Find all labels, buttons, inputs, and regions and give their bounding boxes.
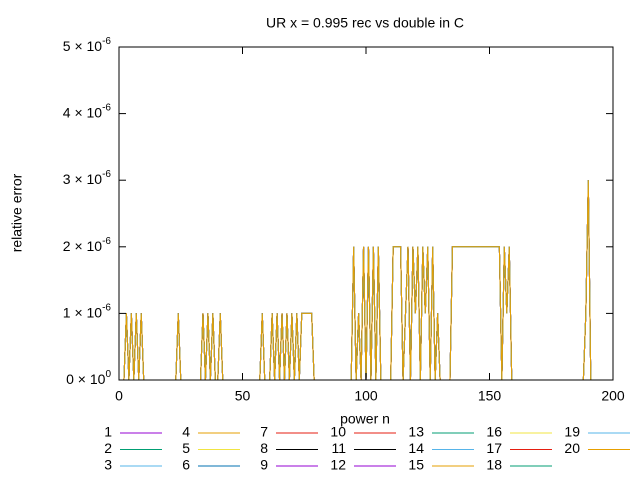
legend-label: 10: [330, 424, 346, 440]
x-tick-label: 50: [235, 388, 251, 404]
chart-title: UR x = 0.995 rec vs double in C: [266, 15, 464, 31]
y-tick-label: 3 × 10-6: [63, 169, 112, 187]
legend-label: 14: [408, 440, 424, 456]
legend-label: 11: [331, 440, 346, 456]
y-tick-label: 5 × 10-6: [63, 36, 112, 54]
legend-label: 1: [104, 424, 112, 440]
legend-label: 16: [486, 424, 502, 440]
x-tick-label: 150: [478, 388, 502, 404]
legend-label: 8: [260, 440, 268, 456]
x-tick-label: 200: [601, 388, 625, 404]
y-tick-label: 1 × 10-6: [63, 302, 112, 320]
legend-label: 5: [182, 440, 190, 456]
y-tick-label: 4 × 10-6: [63, 102, 112, 120]
y-axis-label: relative error: [9, 173, 25, 252]
legend-label: 13: [408, 424, 424, 440]
legend-label: 3: [104, 457, 112, 473]
x-tick-label: 0: [115, 388, 123, 404]
legend-label: 12: [330, 457, 346, 473]
legend-label: 17: [486, 440, 502, 456]
legend-label: 6: [182, 457, 190, 473]
legend-label: 19: [564, 424, 580, 440]
legend-label: 18: [486, 457, 502, 473]
y-tick-label: 0 × 100: [66, 369, 111, 387]
y-tick-label: 2 × 10-6: [63, 235, 112, 253]
legend-label: 20: [564, 440, 580, 456]
legend-label: 9: [260, 457, 268, 473]
legend-label: 4: [182, 424, 190, 440]
x-axis-label: power n: [340, 411, 390, 427]
legend-label: 15: [408, 457, 424, 473]
x-tick-label: 100: [354, 388, 378, 404]
legend-label: 2: [104, 440, 112, 456]
legend-label: 7: [260, 424, 268, 440]
